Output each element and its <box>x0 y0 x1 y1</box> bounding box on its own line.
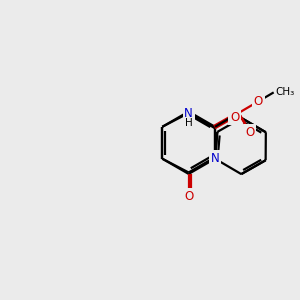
Text: O: O <box>245 126 255 139</box>
Text: O: O <box>230 111 239 124</box>
Text: N: N <box>211 152 219 165</box>
Text: O: O <box>254 95 263 108</box>
Text: N: N <box>184 106 193 119</box>
Text: N: N <box>184 106 193 119</box>
Text: O: O <box>184 190 193 203</box>
Text: CH₃: CH₃ <box>275 87 294 98</box>
Text: H: H <box>185 118 193 128</box>
